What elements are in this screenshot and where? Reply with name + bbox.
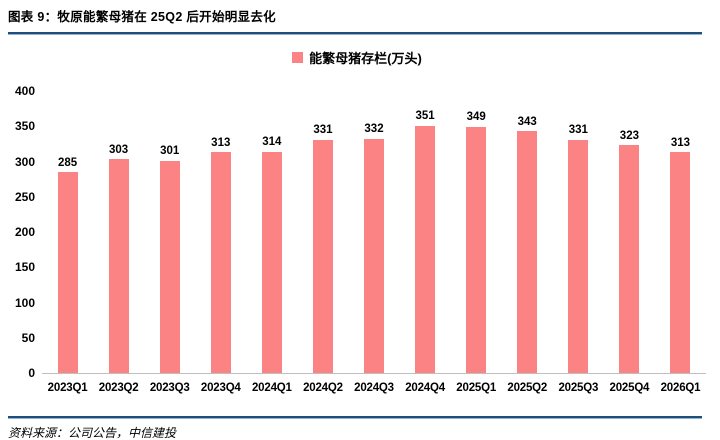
bar: [415, 125, 436, 373]
x-tick-label: 2025Q4: [609, 382, 650, 394]
bar-column: 301: [144, 91, 195, 373]
y-tick-label: 300: [14, 154, 35, 169]
bar-value-label: 285: [57, 156, 78, 169]
y-tick-label: 0: [28, 366, 35, 380]
source-note: 资料来源：公司公告，中信建投: [8, 426, 177, 440]
x-tick-label: 2023Q3: [149, 382, 190, 394]
title-divider: [8, 32, 702, 35]
y-tick-label: 400: [14, 84, 35, 98]
bar-value-label: 331: [568, 124, 588, 137]
y-tick-label: 50: [21, 330, 35, 345]
bar: [159, 160, 180, 373]
bar-value-label: 332: [364, 123, 384, 136]
plot-area: 285 303 301 313 314 331 332 351 349 343 331 323 313: [42, 91, 706, 374]
y-tick-label: 150: [14, 260, 35, 275]
bar: [619, 145, 640, 373]
bar: [57, 172, 78, 373]
x-tick-label: 2023Q2: [98, 382, 139, 394]
bar-column: 332: [348, 91, 399, 373]
bar: [108, 159, 129, 373]
bar-value-label: 343: [517, 115, 537, 128]
chart-legend: 能繁母猪存栏(万头): [8, 49, 706, 66]
legend-label: 能繁母猪存栏(万头): [309, 50, 422, 66]
bar-column: 303: [93, 91, 144, 373]
x-tick-label: 2024Q4: [405, 382, 445, 394]
y-tick-label: 250: [14, 189, 35, 204]
bar: [670, 152, 691, 373]
bar-column: 331: [553, 91, 604, 373]
bar-value-label: 313: [211, 136, 231, 149]
x-tick-label: 2025Q1: [456, 382, 497, 394]
bar-column: 331: [297, 91, 348, 373]
x-tick-label: 2025Q3: [558, 382, 599, 394]
bar-value-label: 314: [262, 136, 282, 149]
bar-column: 349: [451, 91, 502, 373]
bar-value-label: 313: [670, 136, 691, 149]
bar-value-label: 351: [415, 110, 435, 123]
y-axis: 400 350 300 250 200 150 100 50 0: [8, 85, 42, 379]
bar-column: 313: [655, 91, 706, 373]
bar-column: 343: [502, 91, 553, 373]
bar-value-label: 349: [466, 111, 486, 124]
x-tick-label: 2025Q2: [507, 382, 548, 394]
x-tick-label: 2024Q2: [303, 382, 343, 394]
bar: [210, 152, 231, 373]
bar-column: 351: [400, 91, 451, 373]
bar-chart: 400 350 300 250 200 150 100 50 0 285 303 301 313 314…: [8, 85, 720, 379]
y-tick-label: 200: [14, 225, 35, 239]
x-tick-label: 2023Q1: [47, 382, 88, 394]
bar: [568, 139, 589, 373]
x-tick-label: 2024Q1: [251, 382, 292, 394]
bar-column: 323: [604, 91, 655, 373]
chart-title: 图表 9：牧原能繁母猪在 25Q2 后开始明显去化: [8, 10, 276, 24]
bar: [517, 131, 538, 373]
bar-value-label: 301: [160, 145, 180, 158]
bar-value-label: 323: [619, 129, 639, 142]
x-axis-labels: 2023Q1 2023Q2 2023Q3 2023Q4 2024Q1 2024Q2 2024…: [42, 382, 706, 394]
y-tick-label: 350: [14, 119, 35, 134]
bar-column: 285: [42, 91, 93, 373]
bar: [364, 138, 384, 373]
footer-divider: [8, 416, 702, 419]
x-tick-label: 2024Q3: [354, 382, 394, 394]
bar: [466, 126, 487, 373]
bar-value-label: 303: [109, 143, 129, 156]
bar: [261, 151, 282, 373]
bar-value-label: 331: [313, 124, 333, 137]
bar: [312, 139, 333, 373]
y-tick-label: 100: [14, 295, 35, 310]
bar-column: 314: [246, 91, 297, 373]
bar-column: 313: [195, 91, 246, 373]
x-tick-label: 2026Q1: [660, 382, 701, 394]
legend-swatch-icon: [292, 51, 304, 63]
x-tick-label: 2023Q4: [200, 382, 241, 394]
